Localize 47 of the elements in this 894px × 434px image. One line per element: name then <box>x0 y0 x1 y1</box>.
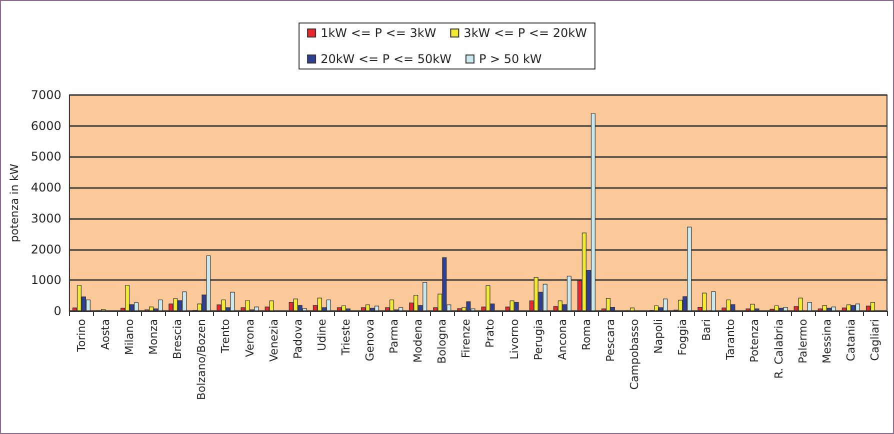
legend-label: 3kW <= P <= 20kW <box>464 26 588 40</box>
y-tick-label: 3000 <box>30 211 62 226</box>
x-tick-label: Modena <box>412 319 425 363</box>
x-tick-label: Napoli <box>652 319 666 354</box>
x-tick-label: Brescia <box>171 319 184 360</box>
x-tick-label: Taranto <box>724 318 738 361</box>
x-tick-label: Bolzano/Bozen <box>195 318 208 400</box>
x-tick-label: Catania <box>844 319 858 362</box>
y-tick-label: 1000 <box>30 273 62 288</box>
legend-label: 1kW <= P <= 3kW <box>320 26 436 40</box>
y-tick-label: 0 <box>54 304 62 318</box>
x-tick-label: Roma <box>580 319 593 350</box>
x-tick-label: Parma <box>388 319 401 354</box>
x-tick-label: Foggia <box>676 319 690 356</box>
x-tick-label: Padova <box>291 319 304 359</box>
x-tick-label: Udine <box>315 318 328 351</box>
x-tick-label: Venezia <box>267 319 280 362</box>
y-tick-label: 7000 <box>30 88 62 102</box>
x-tick-label: R. Calabria <box>772 319 786 379</box>
x-tick-label: Messina <box>820 319 834 364</box>
x-tick-label: Ancona <box>556 319 569 360</box>
x-tick-label: Prato <box>484 318 497 348</box>
x-tick-label: Monza <box>147 319 160 355</box>
y-tick-label: 6000 <box>30 118 62 133</box>
legend-label: P > 50 kW <box>478 52 542 66</box>
x-tick-label: Livorno <box>508 318 521 360</box>
x-tick-label: Pescara <box>604 319 617 362</box>
y-tick-label: 2000 <box>30 242 62 256</box>
x-tick-label: Trento <box>219 318 232 354</box>
y-axis-title: potenza in kW <box>8 164 21 242</box>
x-tick-label: Perugia <box>532 319 545 360</box>
x-tick-label: Bari <box>700 319 714 341</box>
x-tick-label: Torino <box>74 318 88 353</box>
legend-label: 20kW <= P <= 50kW <box>320 52 452 66</box>
x-tick-label: Potenza <box>748 319 762 363</box>
x-tick-label: Campobasso <box>628 318 642 390</box>
x-tick-label: Firenze <box>460 318 473 358</box>
y-tick-label: 4000 <box>30 180 62 195</box>
x-tick-label: Cagliari <box>868 319 882 361</box>
x-tick-label: Aosta <box>99 319 112 350</box>
x-tick-label: Genova <box>364 319 377 362</box>
x-tick-label: Verona <box>243 319 256 358</box>
y-tick-label: 5000 <box>30 150 62 164</box>
x-tick-label: Bologna <box>436 319 449 364</box>
x-tick-label: Milano <box>123 318 136 356</box>
x-tick-label: Trieste <box>339 318 352 356</box>
x-tick-label: Palermo <box>796 318 810 364</box>
